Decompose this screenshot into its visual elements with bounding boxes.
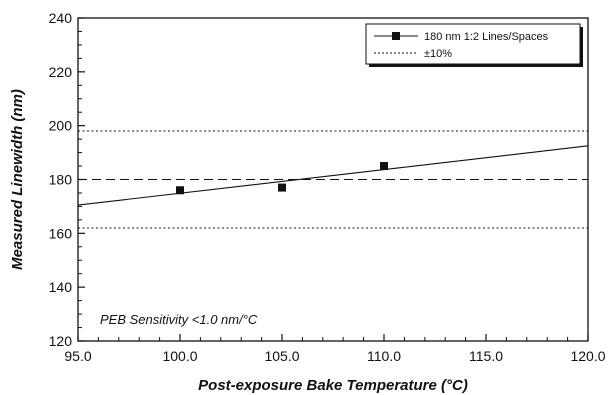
plot-layer bbox=[77, 130, 589, 229]
x-tick-label: 95.0 bbox=[64, 348, 91, 364]
data-point bbox=[176, 186, 184, 195]
x-tick-label: 100.0 bbox=[162, 348, 197, 364]
data-point bbox=[380, 162, 388, 171]
axes-layer: 95.0 100.0 105.0 110.0 115.0 120.0 120 140 160 18… bbox=[49, 10, 606, 364]
y-tick-label: 200 bbox=[49, 118, 73, 134]
y-axis-title: Measured Linewidth (nm) bbox=[9, 89, 26, 270]
x-axis-title: Post-exposure Bake Temperature (°C) bbox=[198, 377, 468, 394]
x-tick-label: 120.0 bbox=[570, 348, 605, 364]
peb-sensitivity-annotation: PEB Sensitivity <1.0 nm/°C bbox=[100, 312, 258, 327]
y-tick-label: 120 bbox=[49, 333, 73, 349]
x-tick-label: 110.0 bbox=[367, 348, 401, 364]
legend-label-tolerance: ±10% bbox=[424, 48, 452, 60]
x-tick-label: 105.0 bbox=[264, 348, 299, 364]
y-tick-label: 240 bbox=[49, 10, 73, 26]
fit-line bbox=[77, 145, 589, 206]
y-tick-label: 180 bbox=[49, 172, 73, 188]
legend: 180 nm 1:2 Lines/Spaces ±10% bbox=[365, 23, 583, 67]
y-tick-label: 160 bbox=[49, 225, 73, 241]
x-tick-label: 115.0 bbox=[469, 348, 503, 364]
y-tick-label: 140 bbox=[49, 279, 73, 295]
legend-label-series: 180 nm 1:2 Lines/Spaces bbox=[424, 31, 549, 43]
y-tick-label: 220 bbox=[49, 64, 73, 80]
data-point bbox=[278, 183, 286, 192]
legend-box bbox=[365, 23, 581, 65]
legend-swatch-marker bbox=[392, 32, 400, 40]
